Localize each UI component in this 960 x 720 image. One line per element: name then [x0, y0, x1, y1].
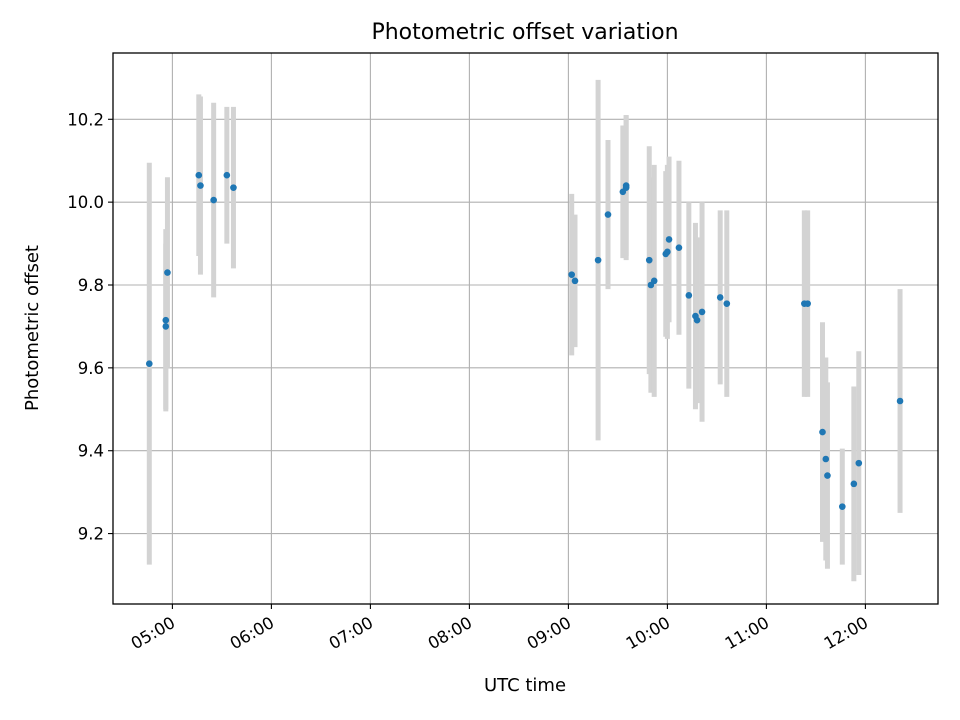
x-tick-label: 12:00 — [821, 613, 872, 653]
data-point — [675, 244, 683, 252]
y-tick-label: 10.0 — [67, 193, 104, 212]
data-point — [685, 292, 693, 299]
x-tick-label: 08:00 — [425, 613, 476, 653]
y-tick-label: 9.8 — [78, 276, 104, 295]
data-point — [622, 184, 630, 191]
data-point — [162, 323, 170, 330]
data-point — [822, 455, 830, 463]
x-axis-label: UTC time — [484, 675, 566, 696]
data-point — [164, 269, 171, 276]
x-tick-label: 06:00 — [227, 613, 278, 653]
data-point — [650, 277, 658, 285]
x-tick-label: 05:00 — [128, 613, 179, 653]
x-axis-ticks: 05:00 06:00 07:00 08:00 09:00 10:00 11:00 12:00 — [128, 604, 872, 653]
data-point — [568, 271, 575, 278]
data-point — [645, 256, 653, 264]
data-point — [594, 256, 602, 264]
data-point — [146, 360, 153, 368]
data-point — [723, 300, 731, 307]
data-point — [804, 300, 811, 307]
data-point — [664, 248, 671, 256]
data-point — [693, 316, 701, 324]
y-tick-label: 9.2 — [78, 525, 104, 544]
data-point — [824, 472, 831, 479]
data-point — [223, 171, 231, 179]
chart-title: Photometric offset variation — [371, 20, 678, 45]
data-point — [839, 503, 846, 510]
x-tick-label: 11:00 — [722, 613, 773, 653]
data-point — [197, 182, 204, 189]
y-axis-label: Photometric offset — [22, 245, 43, 411]
data-point — [604, 211, 612, 218]
data-point — [698, 308, 706, 316]
data-point — [896, 397, 904, 405]
data-points — [146, 171, 904, 510]
x-tick-label: 07:00 — [326, 613, 377, 653]
x-tick-label: 10:00 — [623, 613, 674, 653]
data-point — [230, 184, 237, 191]
y-tick-label: 9.4 — [78, 442, 104, 461]
data-point — [850, 480, 858, 488]
data-point — [855, 459, 863, 467]
data-point — [571, 277, 579, 285]
y-axis-ticks: 9.2 9.4 9.6 9.8 10.0 10.2 — [67, 110, 113, 544]
data-point — [819, 428, 826, 436]
y-tick-label: 10.2 — [67, 110, 104, 129]
x-tick-label: 09:00 — [524, 613, 575, 653]
data-point — [195, 171, 203, 179]
y-tick-label: 9.6 — [78, 359, 104, 378]
plot-area-frame — [112, 52, 939, 605]
data-point — [210, 196, 217, 204]
data-point — [162, 316, 170, 324]
grid-lines — [113, 53, 938, 604]
error-bars — [146, 79, 903, 582]
data-point — [716, 294, 724, 301]
data-point — [665, 236, 673, 243]
